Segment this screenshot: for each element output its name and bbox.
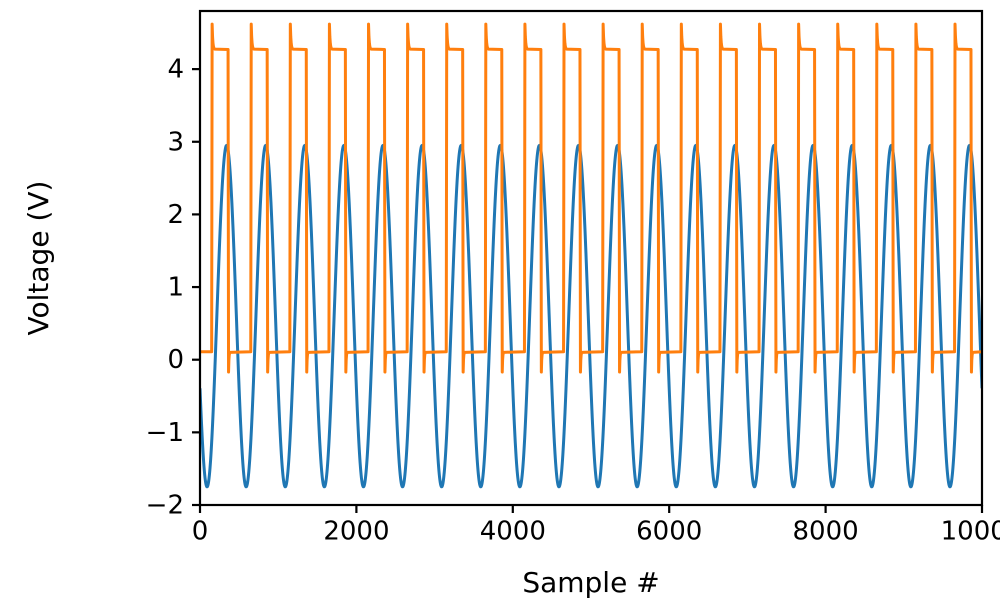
y-axis-ticks: −2 −1 0 1 2 3 4 [146,55,200,521]
x-tick-label: 0 [192,516,209,546]
y-tick-label: 3 [167,127,184,157]
x-axis-label: Sample # [522,566,659,599]
y-tick-label: 1 [167,273,184,303]
axes-frame [198,9,984,507]
x-tick-label: 6000 [636,516,702,546]
x-tick-label: 8000 [793,516,859,546]
y-tick-label: −2 [146,491,184,521]
series-line-sine-wave [200,143,982,489]
y-tick-label: 2 [167,200,184,230]
series-line-pulse-wave [200,22,982,374]
axes-background [200,11,982,505]
y-tick-label: −1 [146,418,184,448]
y-axis-label: Voltage (V) [22,181,55,336]
clipped-series-group [200,22,982,489]
x-tick-label: 2000 [323,516,389,546]
y-tick-label: 4 [167,55,184,85]
x-axis-ticks: 0 2000 4000 6000 8000 10000 [192,505,1000,546]
y-tick-label: 0 [167,345,184,375]
data-series-layer [200,22,982,489]
x-tick-label: 10000 [941,516,1000,546]
x-tick-label: 4000 [480,516,546,546]
